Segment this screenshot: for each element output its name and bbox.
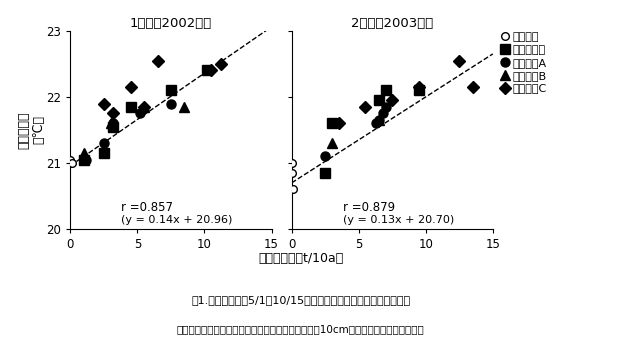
Title: 2年目（2003年）: 2年目（2003年） (351, 17, 433, 30)
Y-axis label: 日平均地温
（℃）: 日平均地温 （℃） (17, 111, 45, 149)
Text: （堤舂および化学肥料を全面散布した後に、深さ約10cmのロータリー耕を行った）: （堤舂および化学肥料を全面散布した後に、深さ約10cmのロータリー耕を行った） (177, 324, 425, 334)
Text: r =0.879: r =0.879 (342, 201, 395, 214)
Text: (y = 0.14x + 20.96): (y = 0.14x + 20.96) (122, 214, 233, 225)
Text: (y = 0.13x + 20.70): (y = 0.13x + 20.70) (342, 214, 454, 225)
Text: 図1.測定全期間（5/1～10/15）の日平均地温と施用乾物量の関係: 図1.測定全期間（5/1～10/15）の日平均地温と施用乾物量の関係 (191, 295, 410, 305)
Text: r =0.857: r =0.857 (122, 201, 173, 214)
Text: 施用乾物量（t/10a）: 施用乾物量（t/10a） (258, 252, 344, 265)
Title: 1年目（2002年）: 1年目（2002年） (130, 17, 212, 30)
Legend: 化学肥料, バーク堤舂, 牛糞堤舂A, 牛糞堤舂B, 牛糞堤舂C: 化学肥料, バーク堤舂, 牛糞堤舂A, 牛糞堤舂B, 牛糞堤舂C (500, 32, 547, 93)
